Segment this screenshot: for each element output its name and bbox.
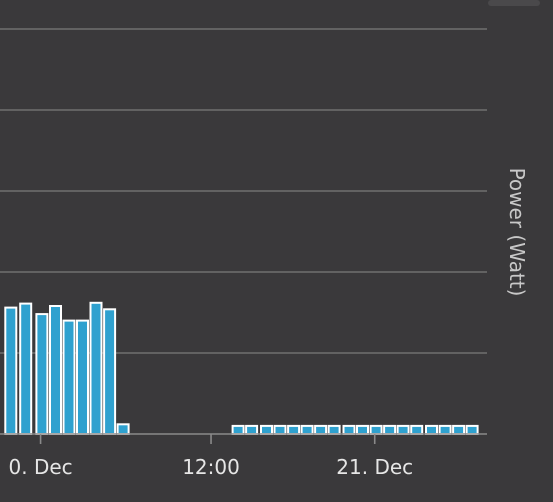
bar[interactable] [369, 424, 383, 435]
bar[interactable] [410, 424, 424, 435]
bar[interactable] [383, 424, 397, 435]
x-tick-label: 12:00 [182, 455, 240, 479]
bar[interactable] [438, 424, 452, 435]
bar-series [4, 301, 479, 436]
bar[interactable] [245, 424, 259, 435]
bar[interactable] [342, 424, 356, 435]
bar[interactable] [19, 302, 33, 435]
gridlines [0, 28, 487, 354]
bar[interactable] [287, 424, 301, 435]
x-tick-label: 0. Dec [9, 455, 73, 479]
bar[interactable] [103, 308, 117, 435]
bar[interactable] [231, 424, 245, 435]
x-axis: 0. Dec 12:00 21. Dec [0, 433, 487, 479]
x-tick-label: 21. Dec [336, 455, 413, 479]
bar[interactable] [327, 424, 341, 435]
bar[interactable] [4, 306, 18, 436]
bar[interactable] [49, 305, 62, 435]
bar[interactable] [76, 319, 89, 436]
bar[interactable] [62, 319, 76, 436]
bar[interactable] [260, 424, 273, 435]
scrollbar-handle[interactable] [488, 0, 540, 6]
bar[interactable] [452, 424, 466, 435]
bar[interactable] [300, 424, 314, 435]
bar[interactable] [116, 423, 130, 435]
bar[interactable] [89, 301, 103, 435]
bar[interactable] [356, 424, 369, 435]
bar[interactable] [273, 424, 287, 435]
bar[interactable] [425, 424, 438, 435]
bar[interactable] [35, 313, 49, 436]
bar[interactable] [314, 424, 328, 435]
bar[interactable] [396, 424, 410, 435]
y-axis-title: Power (Watt) [505, 168, 529, 297]
bar[interactable] [465, 424, 479, 435]
